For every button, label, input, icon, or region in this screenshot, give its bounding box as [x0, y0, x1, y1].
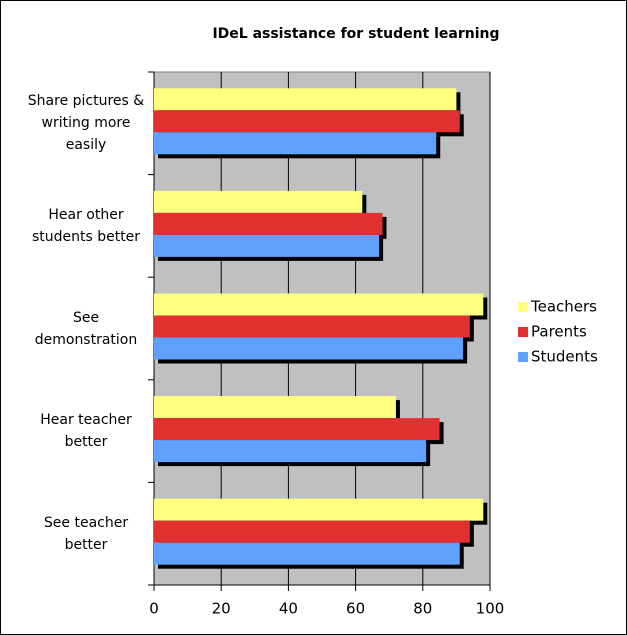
x-tick-label: 40 [279, 600, 298, 618]
legend-label: Students [531, 348, 598, 366]
bar [154, 212, 383, 235]
bar [154, 190, 363, 213]
y-tick-label: Hear teacher better [40, 412, 132, 451]
y-tick-label: See demonstration [34, 309, 138, 348]
y-tick-label: See teacher better [43, 514, 129, 553]
x-tick-label: 80 [413, 600, 432, 618]
legend-label: Parents [531, 323, 587, 341]
x-tick-label: 0 [149, 600, 159, 618]
bar [154, 418, 440, 441]
legend-swatch [518, 352, 528, 362]
x-tick-label: 20 [212, 600, 231, 618]
bar [154, 132, 437, 155]
bar [154, 293, 484, 316]
y-tick-label: Share pictures & writing more easily [27, 93, 145, 154]
bar [154, 520, 470, 543]
x-tick-label: 100 [476, 600, 505, 618]
y-tick-label: Hear other students better [31, 206, 141, 245]
bar [154, 337, 464, 360]
legend-label: Teachers [530, 298, 597, 316]
bar [154, 234, 380, 257]
bar [154, 542, 460, 565]
bar [154, 396, 396, 419]
x-tick-label: 60 [346, 600, 365, 618]
legend-swatch [518, 302, 528, 312]
legend-swatch [518, 327, 528, 337]
bar [154, 88, 457, 111]
chart-title: IDeL assistance for student learning [212, 26, 499, 42]
bar [154, 110, 460, 133]
bar [154, 498, 484, 521]
bar [154, 315, 470, 338]
bar [154, 440, 427, 463]
